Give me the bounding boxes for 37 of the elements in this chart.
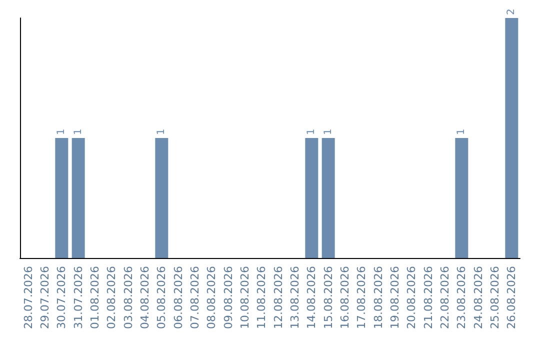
x-tick-label: 21.08.2026: [422, 266, 435, 330]
x-tick-label: 13.08.2026: [288, 266, 302, 330]
x-tick-label: 14.08.2026: [305, 266, 318, 330]
x-tick-label: 17.08.2026: [355, 266, 368, 330]
x-tick-label: 03.08.2026: [122, 266, 135, 330]
x-tick-label: 29.07.2026: [38, 266, 52, 330]
x-tick-label: 30.07.2026: [55, 266, 68, 330]
x-tick-label: 20.08.2026: [405, 266, 418, 330]
x-tick-label: 26.08.2026: [505, 266, 518, 330]
x-tick-label: 25.08.2026: [488, 266, 502, 330]
data-label: 1: [72, 128, 84, 136]
x-tick-label: 02.08.2026: [105, 266, 118, 330]
x-tick-label: 24.08.2026: [472, 266, 485, 330]
data-label: 1: [456, 128, 468, 136]
x-tick-label: 31.07.2026: [72, 266, 85, 330]
x-tick-label: 12.08.2026: [272, 266, 285, 330]
x-tick-label: 06.08.2026: [172, 266, 185, 330]
x-tick-label: 19.08.2026: [388, 266, 402, 330]
x-tick-label: 16.08.2026: [338, 266, 352, 330]
x-tick-label: 15.08.2026: [322, 266, 335, 330]
data-label: 1: [156, 128, 168, 136]
x-tick-label: 09.08.2026: [222, 266, 235, 330]
x-tick-label: 05.08.2026: [155, 266, 168, 330]
x-tick-label: 18.08.2026: [372, 266, 385, 330]
x-tick-label: 22.08.2026: [438, 266, 452, 330]
data-label: 1: [56, 128, 68, 136]
data-label: 2: [506, 8, 518, 15]
x-tick-label: 10.08.2026: [238, 266, 252, 330]
data-label: 1: [322, 128, 334, 136]
data-label: 1: [306, 128, 318, 136]
x-tick-label: 23.08.2026: [455, 266, 468, 330]
x-tick-label: 08.08.2026: [205, 266, 218, 330]
x-tick-label: 01.08.2026: [88, 266, 102, 330]
x-tick-label: 11.08.2026: [255, 266, 268, 330]
x-tick-label: 07.08.2026: [188, 266, 202, 330]
x-tick-label: 28.07.2026: [22, 266, 35, 330]
x-tick-label: 04.08.2026: [138, 266, 152, 330]
